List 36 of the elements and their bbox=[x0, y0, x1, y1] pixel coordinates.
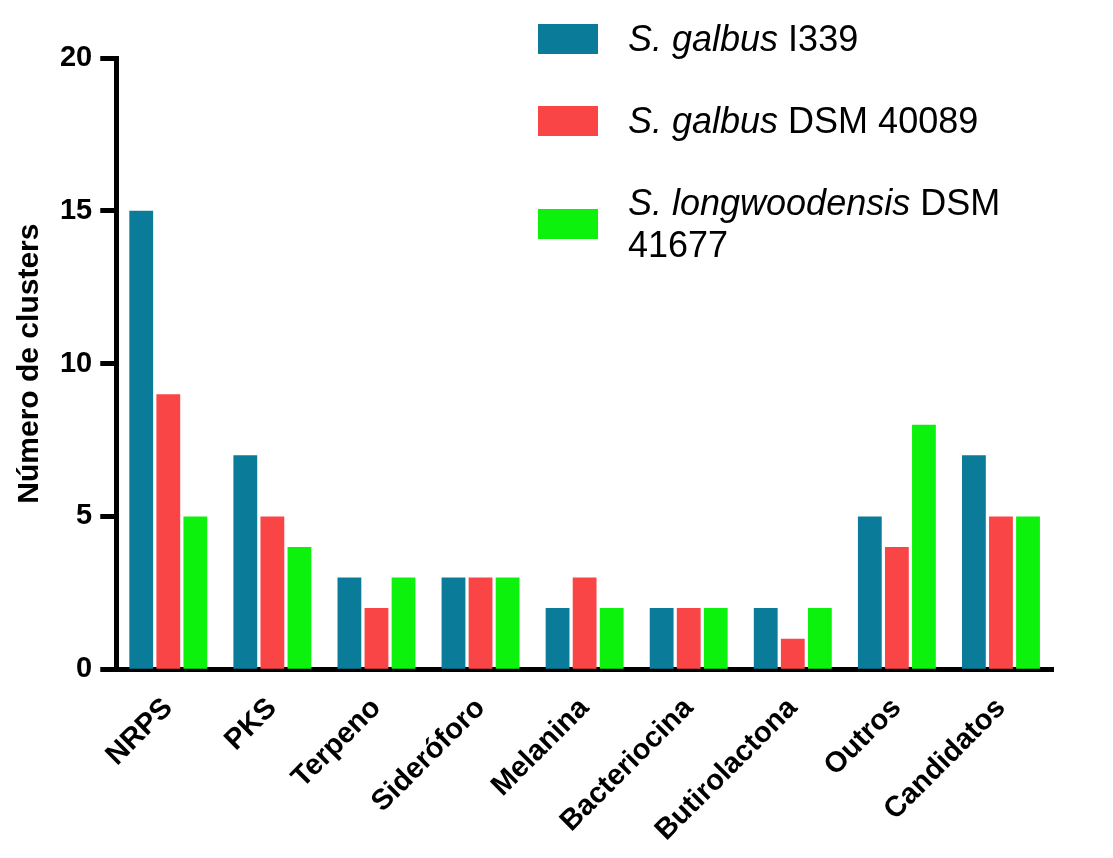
y-tick-label: 5 bbox=[76, 498, 93, 531]
bar bbox=[857, 516, 882, 669]
bar bbox=[1016, 516, 1040, 669]
y-axis-title: Número de clusters bbox=[11, 223, 45, 504]
bar bbox=[129, 210, 154, 669]
bar bbox=[703, 608, 728, 669]
y-tick-label: 10 bbox=[59, 345, 93, 378]
bar bbox=[468, 577, 493, 669]
y-tick-label: 0 bbox=[76, 651, 93, 684]
y-tick-label: 20 bbox=[59, 40, 93, 72]
bar bbox=[912, 424, 936, 669]
bar bbox=[599, 608, 624, 669]
bar bbox=[961, 455, 986, 669]
bar bbox=[676, 608, 701, 669]
bar bbox=[287, 546, 312, 669]
bar bbox=[337, 577, 362, 669]
legend-label: S. galbus I339 bbox=[628, 18, 859, 60]
bar bbox=[545, 608, 570, 669]
bar bbox=[989, 516, 1013, 669]
bar bbox=[183, 516, 208, 669]
bar bbox=[753, 608, 778, 669]
bar bbox=[884, 546, 909, 669]
text: S. longwoodensis DSM 41677 bbox=[628, 182, 1001, 265]
bar bbox=[441, 577, 466, 669]
bar bbox=[780, 638, 805, 669]
bar bbox=[807, 608, 832, 669]
bar bbox=[649, 608, 674, 669]
y-tick-label: 15 bbox=[59, 192, 93, 225]
bar bbox=[572, 577, 597, 669]
legend-label: S. galbus DSM 40089 bbox=[628, 100, 979, 142]
bar bbox=[233, 455, 258, 669]
bar bbox=[260, 516, 285, 669]
bar bbox=[156, 394, 181, 669]
bar bbox=[391, 577, 416, 669]
bar bbox=[364, 608, 389, 669]
bar bbox=[495, 577, 520, 669]
